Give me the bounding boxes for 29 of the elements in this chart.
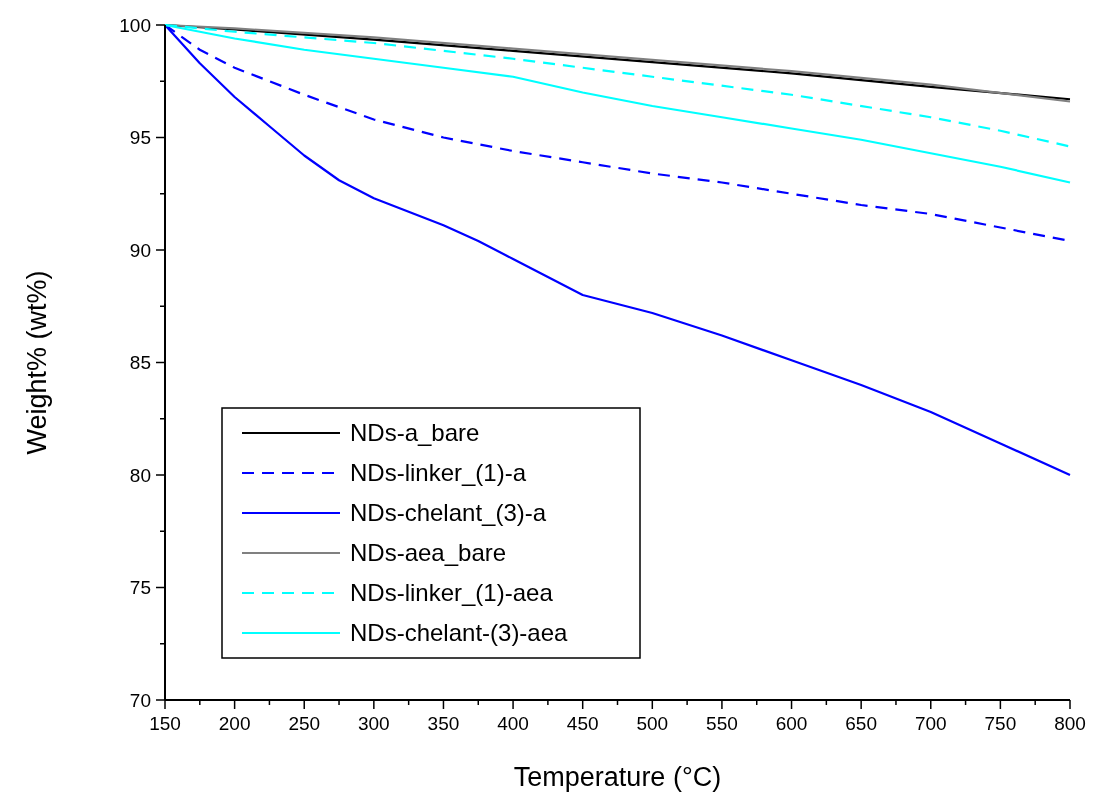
legend-label: NDs-chelant-(3)-aea <box>350 619 569 647</box>
x-tick-label: 450 <box>566 713 599 734</box>
y-tick-label: 90 <box>129 239 151 261</box>
legend-label: NDs-linker_(1)-aea <box>350 579 554 607</box>
x-tick-label: 400 <box>497 713 529 734</box>
x-tick-label: 700 <box>914 713 947 734</box>
x-tick-label: 300 <box>357 713 390 734</box>
x-tick-label: 800 <box>1054 713 1086 734</box>
y-tick-label: 100 <box>119 14 151 36</box>
y-tick-label: 80 <box>129 464 151 486</box>
legend-label: NDs-aea_bare <box>350 539 507 567</box>
y-tick-label: 85 <box>129 352 151 374</box>
x-tick-label: 500 <box>636 713 669 734</box>
legend-label: NDs-linker_(1)-a <box>350 459 527 487</box>
legend-label: NDs-a_bare <box>350 419 480 447</box>
y-tick-label: 75 <box>129 577 151 599</box>
y-tick-label: 95 <box>129 127 151 149</box>
x-tick-label: 600 <box>775 713 808 734</box>
x-tick-label: 750 <box>984 713 1017 734</box>
x-tick-label: 250 <box>288 713 321 734</box>
legend-label: NDs-chelant_(3)-a <box>350 499 547 527</box>
y-axis-title: Weight% (wt%) <box>22 270 52 455</box>
x-tick-label: 350 <box>427 713 460 734</box>
x-tick-label: 200 <box>218 713 251 734</box>
x-tick-label: 150 <box>149 713 181 734</box>
x-tick-label: 550 <box>706 713 738 734</box>
y-tick-label: 70 <box>129 689 151 711</box>
x-tick-label: 650 <box>845 713 878 734</box>
x-axis-title: Temperature (°C) <box>513 762 722 792</box>
